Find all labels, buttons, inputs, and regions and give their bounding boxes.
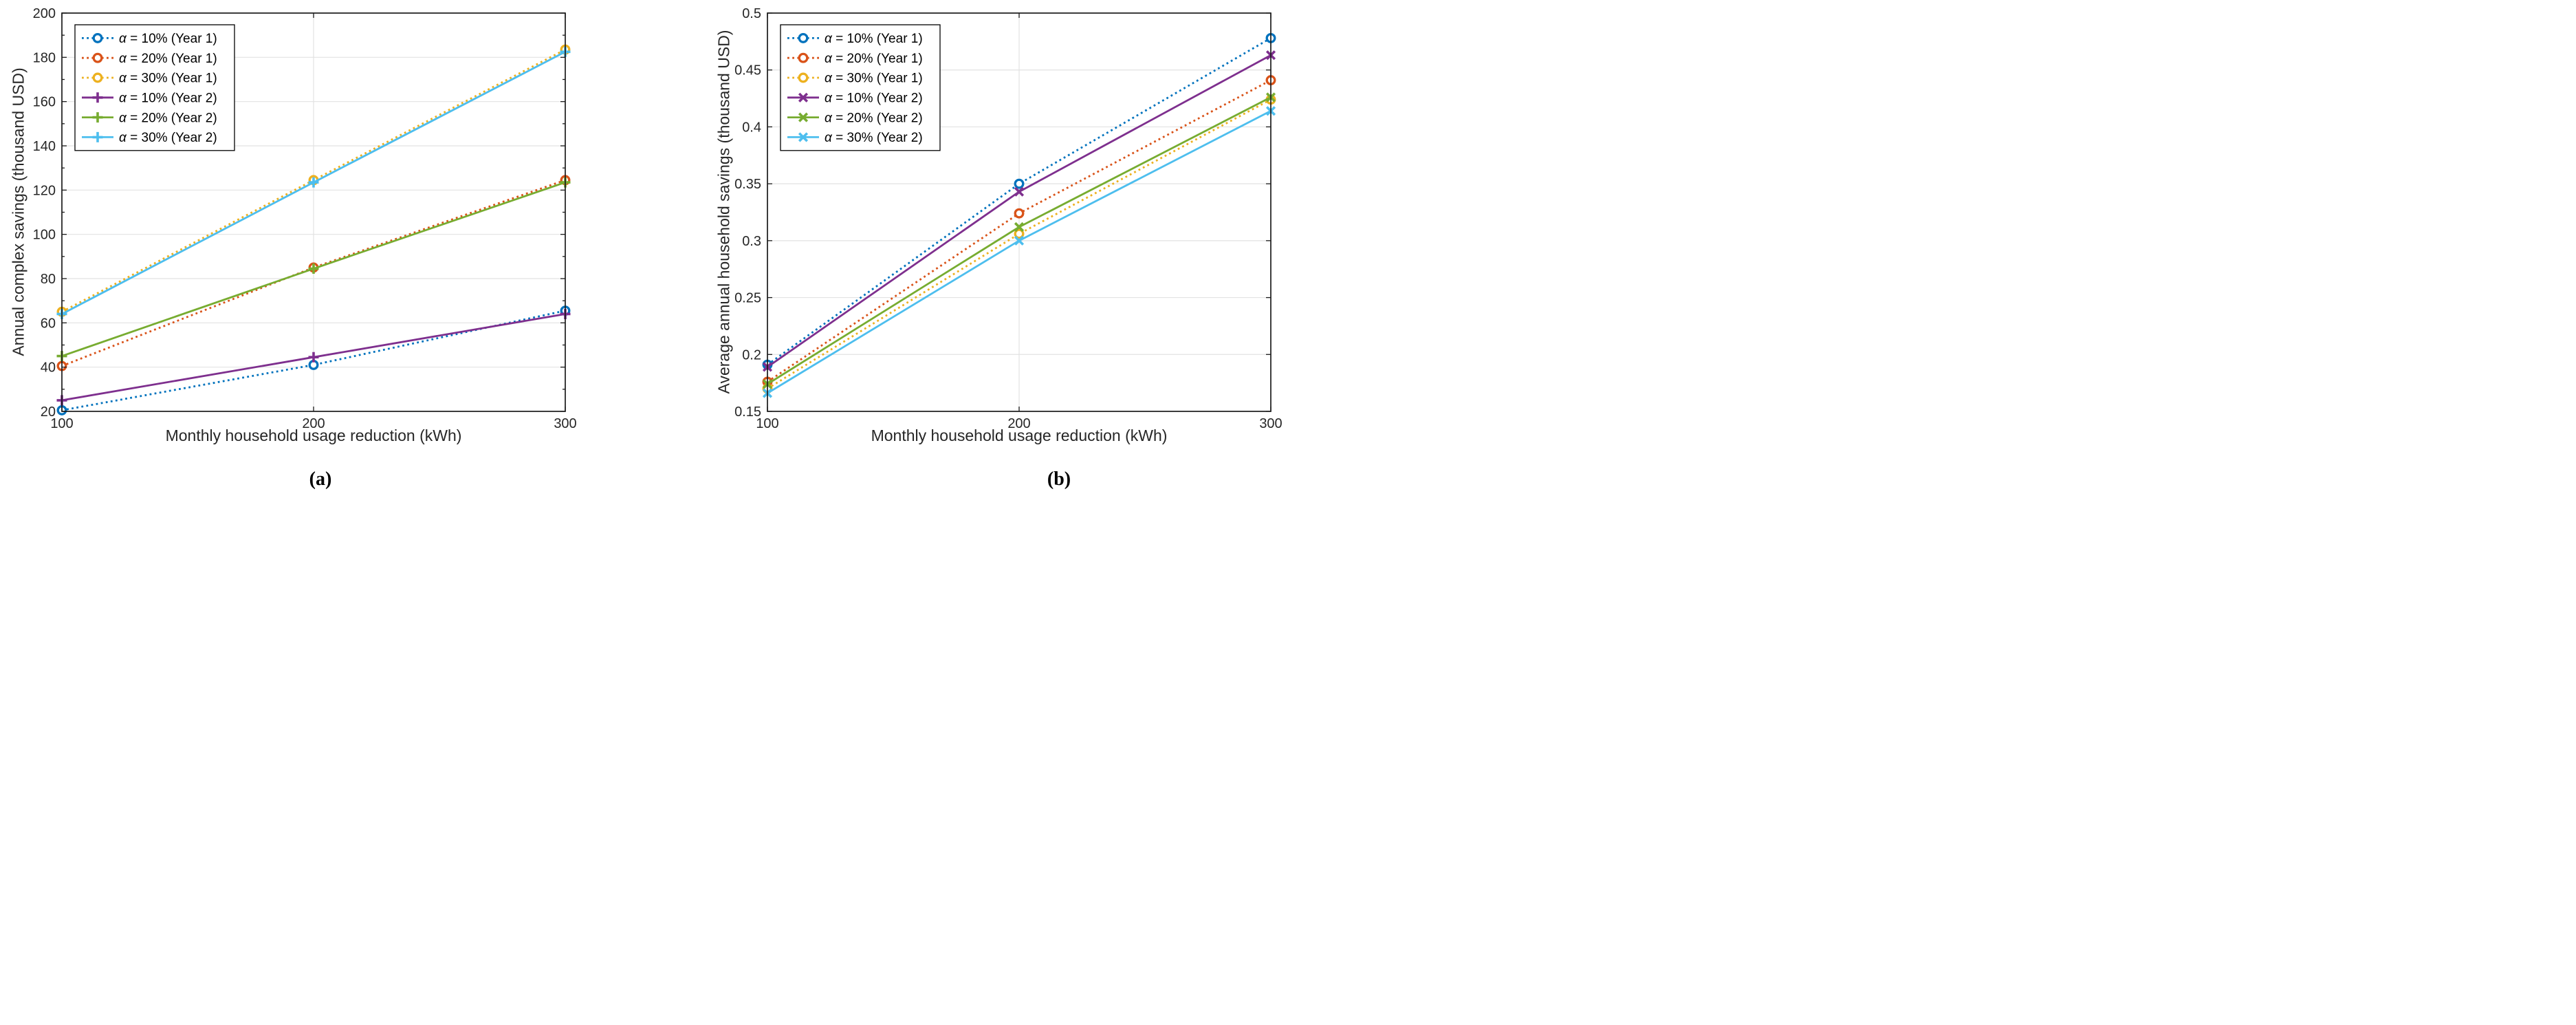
y-tick-label: 200 bbox=[33, 6, 56, 21]
panel-a-y-axis-label: Annual complex savings (thousand USD) bbox=[9, 67, 28, 356]
legend-entry-label: α = 30% (Year 2) bbox=[119, 131, 217, 145]
two-panel-line-chart: 20 40 60 80 100 120 140 160 180 200 100 200 300 α = 1… bbox=[33, 6, 1282, 431]
legend-marker-sample bbox=[92, 131, 103, 142]
x-tick-label: 100 bbox=[50, 416, 73, 431]
x-tick-label: 300 bbox=[554, 416, 576, 431]
legend-marker-sample bbox=[92, 92, 103, 103]
panel-b: 0.15 0.2 0.25 0.3 0.35 0.4 0.45 0.5 100 200 300 α =… bbox=[734, 6, 1282, 431]
x-tick-label: 300 bbox=[1259, 416, 1282, 431]
x-tick-label: 100 bbox=[756, 416, 778, 431]
legend-marker-sample bbox=[798, 92, 809, 102]
legend-marker-sample bbox=[798, 32, 809, 43]
series-line-1 bbox=[61, 179, 566, 367]
series-marker-0 bbox=[1014, 178, 1025, 189]
series-marker-4 bbox=[1014, 222, 1025, 233]
legend: α = 10% (Year 1) α = 20% (Year 1) α = 30% … bbox=[74, 24, 235, 151]
legend-entry-label: α = 10% (Year 2) bbox=[825, 91, 923, 105]
legend-box bbox=[74, 24, 235, 151]
legend-marker-sample bbox=[798, 52, 809, 63]
y-tick-label: 0.2 bbox=[742, 347, 761, 363]
legend-entry-label: α = 30% (Year 1) bbox=[825, 72, 923, 86]
legend-entry-label: α = 10% (Year 1) bbox=[825, 32, 923, 46]
y-tick-label: 100 bbox=[33, 228, 56, 243]
legend-marker-sample bbox=[92, 52, 103, 63]
legend-entry-label: α = 20% (Year 1) bbox=[825, 52, 923, 66]
y-tick-label: 0.15 bbox=[734, 404, 761, 420]
legend-marker-sample bbox=[798, 72, 809, 83]
legend-entry-label: α = 20% (Year 2) bbox=[119, 111, 217, 125]
y-tick-label: 0.45 bbox=[734, 63, 761, 78]
y-tick-label: 40 bbox=[41, 360, 56, 376]
legend: α = 10% (Year 1) α = 20% (Year 1) α = 30% … bbox=[780, 24, 941, 151]
y-tick-label: 140 bbox=[33, 139, 56, 154]
panel-b-caption: (b) bbox=[1047, 468, 1071, 490]
legend-entry-label: α = 30% (Year 1) bbox=[119, 72, 217, 86]
series-marker-5 bbox=[308, 177, 319, 188]
y-tick-label: 120 bbox=[33, 183, 56, 198]
series-marker-4 bbox=[308, 263, 319, 274]
y-tick-label: 20 bbox=[41, 404, 56, 420]
legend-entry-label: α = 10% (Year 1) bbox=[119, 32, 217, 46]
series-marker-3 bbox=[308, 352, 319, 363]
figure-page: 20 40 60 80 100 120 140 160 180 200 100 200 300 α = 1… bbox=[0, 0, 1288, 512]
series-marker-5 bbox=[1014, 235, 1025, 246]
axis-box bbox=[61, 12, 566, 412]
legend-entry-label: α = 20% (Year 1) bbox=[119, 52, 217, 66]
legend-marker-sample bbox=[798, 112, 809, 122]
y-tick-label: 80 bbox=[41, 272, 56, 287]
panel-a-caption: (a) bbox=[309, 468, 332, 490]
series-marker-2 bbox=[1014, 228, 1025, 239]
y-tick-label: 160 bbox=[33, 95, 56, 110]
panel-b-x-axis-label: Monthly household usage reduction (kWh) bbox=[871, 427, 1168, 444]
series-marker-3 bbox=[1014, 186, 1025, 197]
legend-marker-sample bbox=[92, 72, 103, 83]
panel-b-y-axis-label: Average annual household savings (thousa… bbox=[714, 30, 733, 394]
y-tick-label: 60 bbox=[41, 316, 56, 331]
legend-entry-label: α = 10% (Year 2) bbox=[119, 91, 217, 105]
legend-marker-sample bbox=[92, 112, 103, 123]
legend-marker-sample bbox=[798, 132, 809, 142]
y-tick-label: 0.25 bbox=[734, 291, 761, 306]
x-tick-label: 200 bbox=[1007, 416, 1030, 431]
axis-box bbox=[767, 12, 1271, 412]
x-tick-label: 200 bbox=[302, 416, 325, 431]
panel-a-x-axis-label: Monthly household usage reduction (kWh) bbox=[165, 427, 462, 444]
legend-entry-label: α = 30% (Year 2) bbox=[825, 131, 923, 145]
legend-box bbox=[780, 24, 941, 151]
panel-a: 20 40 60 80 100 120 140 160 180 200 100 200 300 α = 1… bbox=[33, 6, 577, 431]
y-tick-label: 0.5 bbox=[742, 6, 761, 21]
series-line-2 bbox=[767, 98, 1271, 390]
series-marker-1 bbox=[1014, 208, 1025, 219]
y-tick-label: 180 bbox=[33, 50, 56, 65]
legend-entry-label: α = 20% (Year 2) bbox=[825, 111, 923, 125]
y-tick-label: 0.3 bbox=[742, 234, 761, 249]
y-tick-label: 0.35 bbox=[734, 177, 761, 192]
legend-marker-sample bbox=[92, 32, 103, 43]
y-tick-label: 0.4 bbox=[742, 120, 761, 135]
